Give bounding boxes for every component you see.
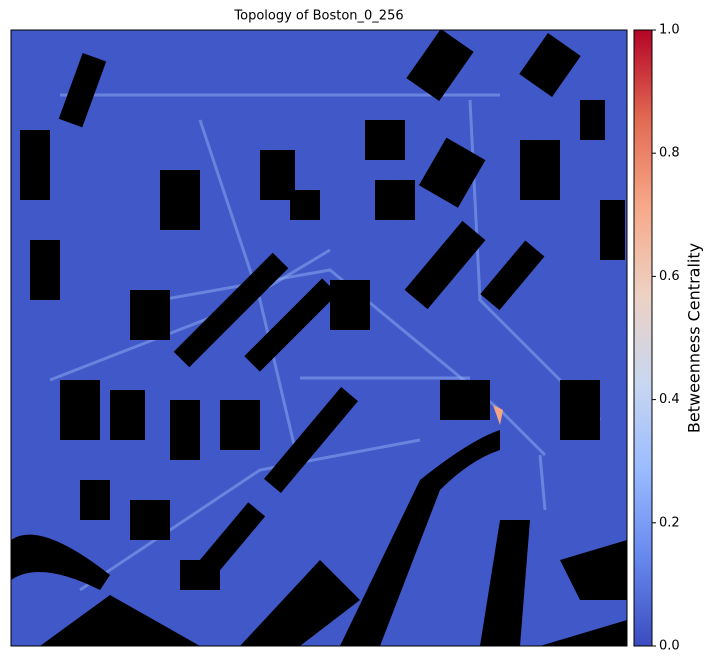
heatmap-image (11, 30, 627, 646)
colorbar: 0.0 0.2 0.4 0.6 0.8 1.0 (633, 23, 680, 654)
axes-frame (10, 29, 628, 647)
colorbar-scale (633, 29, 653, 647)
colorbar-tick-label: 1.0 (659, 23, 680, 38)
chart-title: Topology of Boston_0_256 (233, 9, 403, 24)
colorbar-tick-label: 0.4 (659, 392, 680, 407)
colorbar-tick-label: 0.6 (659, 269, 680, 284)
colorbar-tick-label: 0.0 (659, 639, 680, 654)
colorbar-tick-label: 0.8 (659, 146, 680, 161)
colorbar-tick-label: 0.2 (659, 515, 680, 530)
colorbar-label: Betweenness Centrality (685, 243, 704, 433)
